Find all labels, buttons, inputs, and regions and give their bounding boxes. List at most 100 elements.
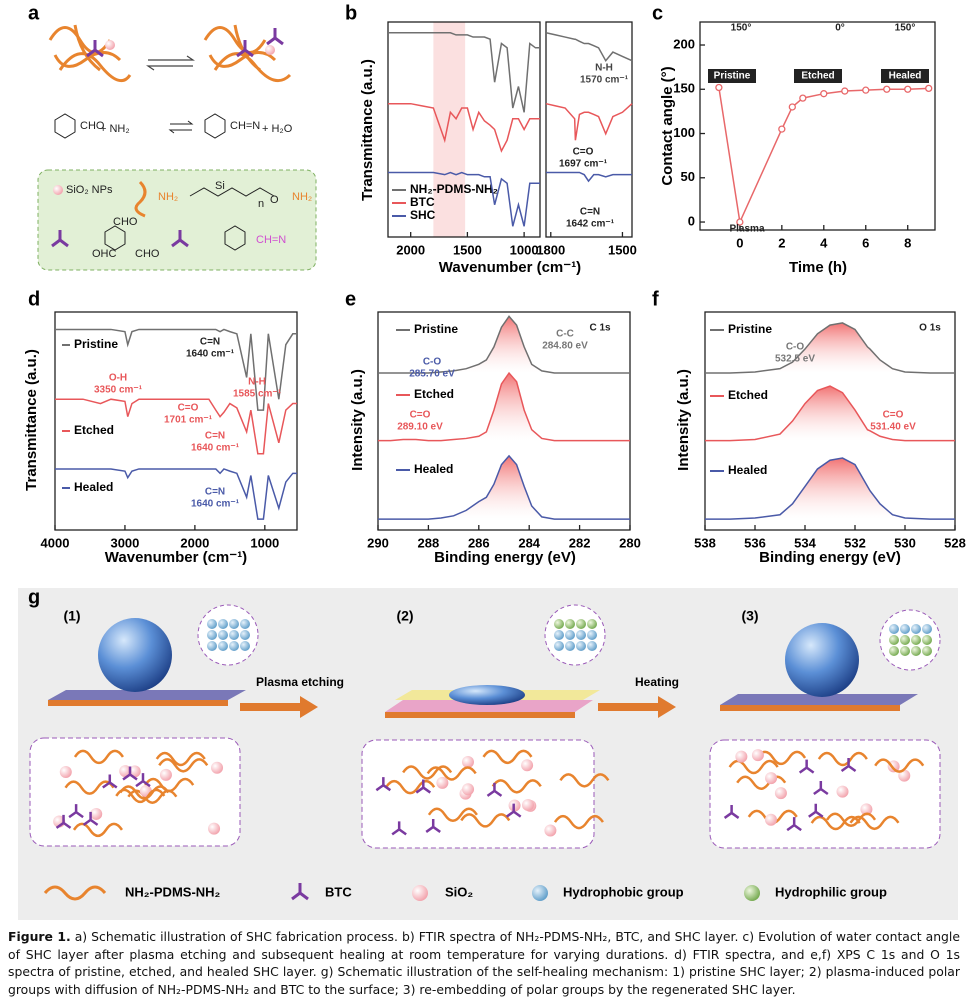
sio2-particle xyxy=(735,750,748,763)
group-ball xyxy=(576,619,586,629)
btc-icon xyxy=(415,779,432,794)
annotation: O-H xyxy=(109,373,127,384)
data-point xyxy=(820,90,828,98)
btc-icon xyxy=(425,818,441,833)
sio2-particle xyxy=(436,776,449,789)
schematic-label: CHO xyxy=(135,248,160,260)
annotation: 285.70 eV xyxy=(409,369,455,380)
sio2-particle xyxy=(774,787,787,800)
sio2-particle xyxy=(59,766,72,779)
x-tick-label: 4000 xyxy=(41,535,70,550)
group-ball xyxy=(207,630,217,640)
polymer-chain xyxy=(426,766,477,781)
x-axis-label: Binding energy (eV) xyxy=(434,549,576,566)
sio2-particle xyxy=(751,749,764,762)
group-ball xyxy=(229,630,239,640)
btc-icon xyxy=(723,804,740,819)
plot-frame xyxy=(387,21,541,238)
group-ball xyxy=(565,630,575,640)
annotation: 1585 cm⁻¹ xyxy=(233,389,282,400)
group-ball xyxy=(889,635,899,645)
annotation-badge xyxy=(708,69,756,83)
series-line xyxy=(545,102,633,141)
annotation: C-O xyxy=(423,357,442,368)
schematic-label: n xyxy=(258,198,264,210)
annotation: 1640 cm⁻¹ xyxy=(186,349,235,360)
polymer-chain xyxy=(491,779,542,794)
x-tick-label: 280 xyxy=(619,535,641,550)
benzene-ring xyxy=(54,113,76,139)
x-tick-label: 282 xyxy=(569,535,591,550)
legend-label: Pristine xyxy=(728,322,772,336)
group-ball xyxy=(922,624,932,634)
y-axis-label: Transmittance (a.u.) xyxy=(359,59,376,201)
schematic-label: NH₂ xyxy=(292,191,312,203)
x-axis-label: Binding energy (eV) xyxy=(759,549,901,566)
legend-label: Hydrophobic group xyxy=(563,884,684,899)
sio2-particle xyxy=(544,824,557,837)
btc-icon xyxy=(171,230,189,248)
legend-label: SiO₂ xyxy=(445,884,473,899)
y-tick-label: 50 xyxy=(681,169,695,184)
substrate-side xyxy=(385,712,575,718)
x-tick-label: 3000 xyxy=(110,535,139,550)
caption-label: Figure 1. xyxy=(8,929,71,944)
data-point xyxy=(841,87,849,95)
polymer-chain xyxy=(736,775,787,790)
substrate-top xyxy=(48,690,246,700)
data-point xyxy=(904,85,912,93)
peak-area xyxy=(705,322,955,374)
annotation: 284.80 eV xyxy=(542,341,588,352)
sio2-particle xyxy=(265,45,275,55)
data-point xyxy=(736,218,744,226)
zoom-box xyxy=(361,739,595,849)
x-tick-label: 1800 xyxy=(536,242,565,257)
x-tick-label: 1000 xyxy=(510,242,539,257)
arrow-label: Plasma etching xyxy=(256,675,344,689)
group-ball xyxy=(576,641,586,651)
benzene-ring xyxy=(204,113,226,139)
btc-icon xyxy=(840,758,857,773)
legend-label: NH₂-PDMS-NH₂ xyxy=(125,884,221,899)
annotation: 1642 cm⁻¹ xyxy=(566,219,615,230)
btc-icon xyxy=(68,804,84,819)
equilibrium-arrow xyxy=(168,120,194,134)
y-axis-label: Intensity (a.u.) xyxy=(349,369,366,471)
legend-label: Etched xyxy=(74,423,114,437)
annotation: C=N xyxy=(205,487,225,498)
schematic-label: CH=N xyxy=(230,120,260,132)
group-ball xyxy=(229,619,239,629)
plot-frame xyxy=(54,311,298,531)
schematic-g xyxy=(18,588,958,920)
annotation: 0° xyxy=(835,23,845,34)
sio2-particle xyxy=(105,40,115,50)
chain-structure xyxy=(189,187,275,197)
annotation: C=O xyxy=(410,410,431,421)
group-ball xyxy=(218,630,228,640)
annotation: 531.40 eV xyxy=(870,422,916,433)
series-line xyxy=(378,454,630,520)
annotation: C=O xyxy=(178,403,199,414)
annotation: 1570 cm⁻¹ xyxy=(580,75,629,86)
legend-label: Hydrophilic group xyxy=(775,884,887,899)
panel-label: d xyxy=(28,288,40,310)
caption: Figure 1. a) Schematic illustration of S… xyxy=(8,928,960,998)
x-tick-label: 2 xyxy=(778,235,785,250)
legend-label: Pristine xyxy=(414,322,458,336)
process-arrow xyxy=(240,696,318,718)
group-ball xyxy=(240,619,250,629)
x-tick-label: 4 xyxy=(820,235,828,250)
sio2-particle xyxy=(90,807,103,820)
sio2-particle xyxy=(211,761,224,774)
series-line xyxy=(705,457,955,520)
polymer-chain xyxy=(48,24,132,83)
annotation: C-O xyxy=(786,342,805,353)
x-tick-label: 1500 xyxy=(453,242,482,257)
schematic-label: SiO₂ NPs xyxy=(66,184,113,196)
series-line xyxy=(545,32,633,63)
peak-area xyxy=(378,316,630,374)
substrate-side xyxy=(48,700,228,706)
polymer-chain xyxy=(482,749,533,765)
btc-icon xyxy=(102,774,118,789)
